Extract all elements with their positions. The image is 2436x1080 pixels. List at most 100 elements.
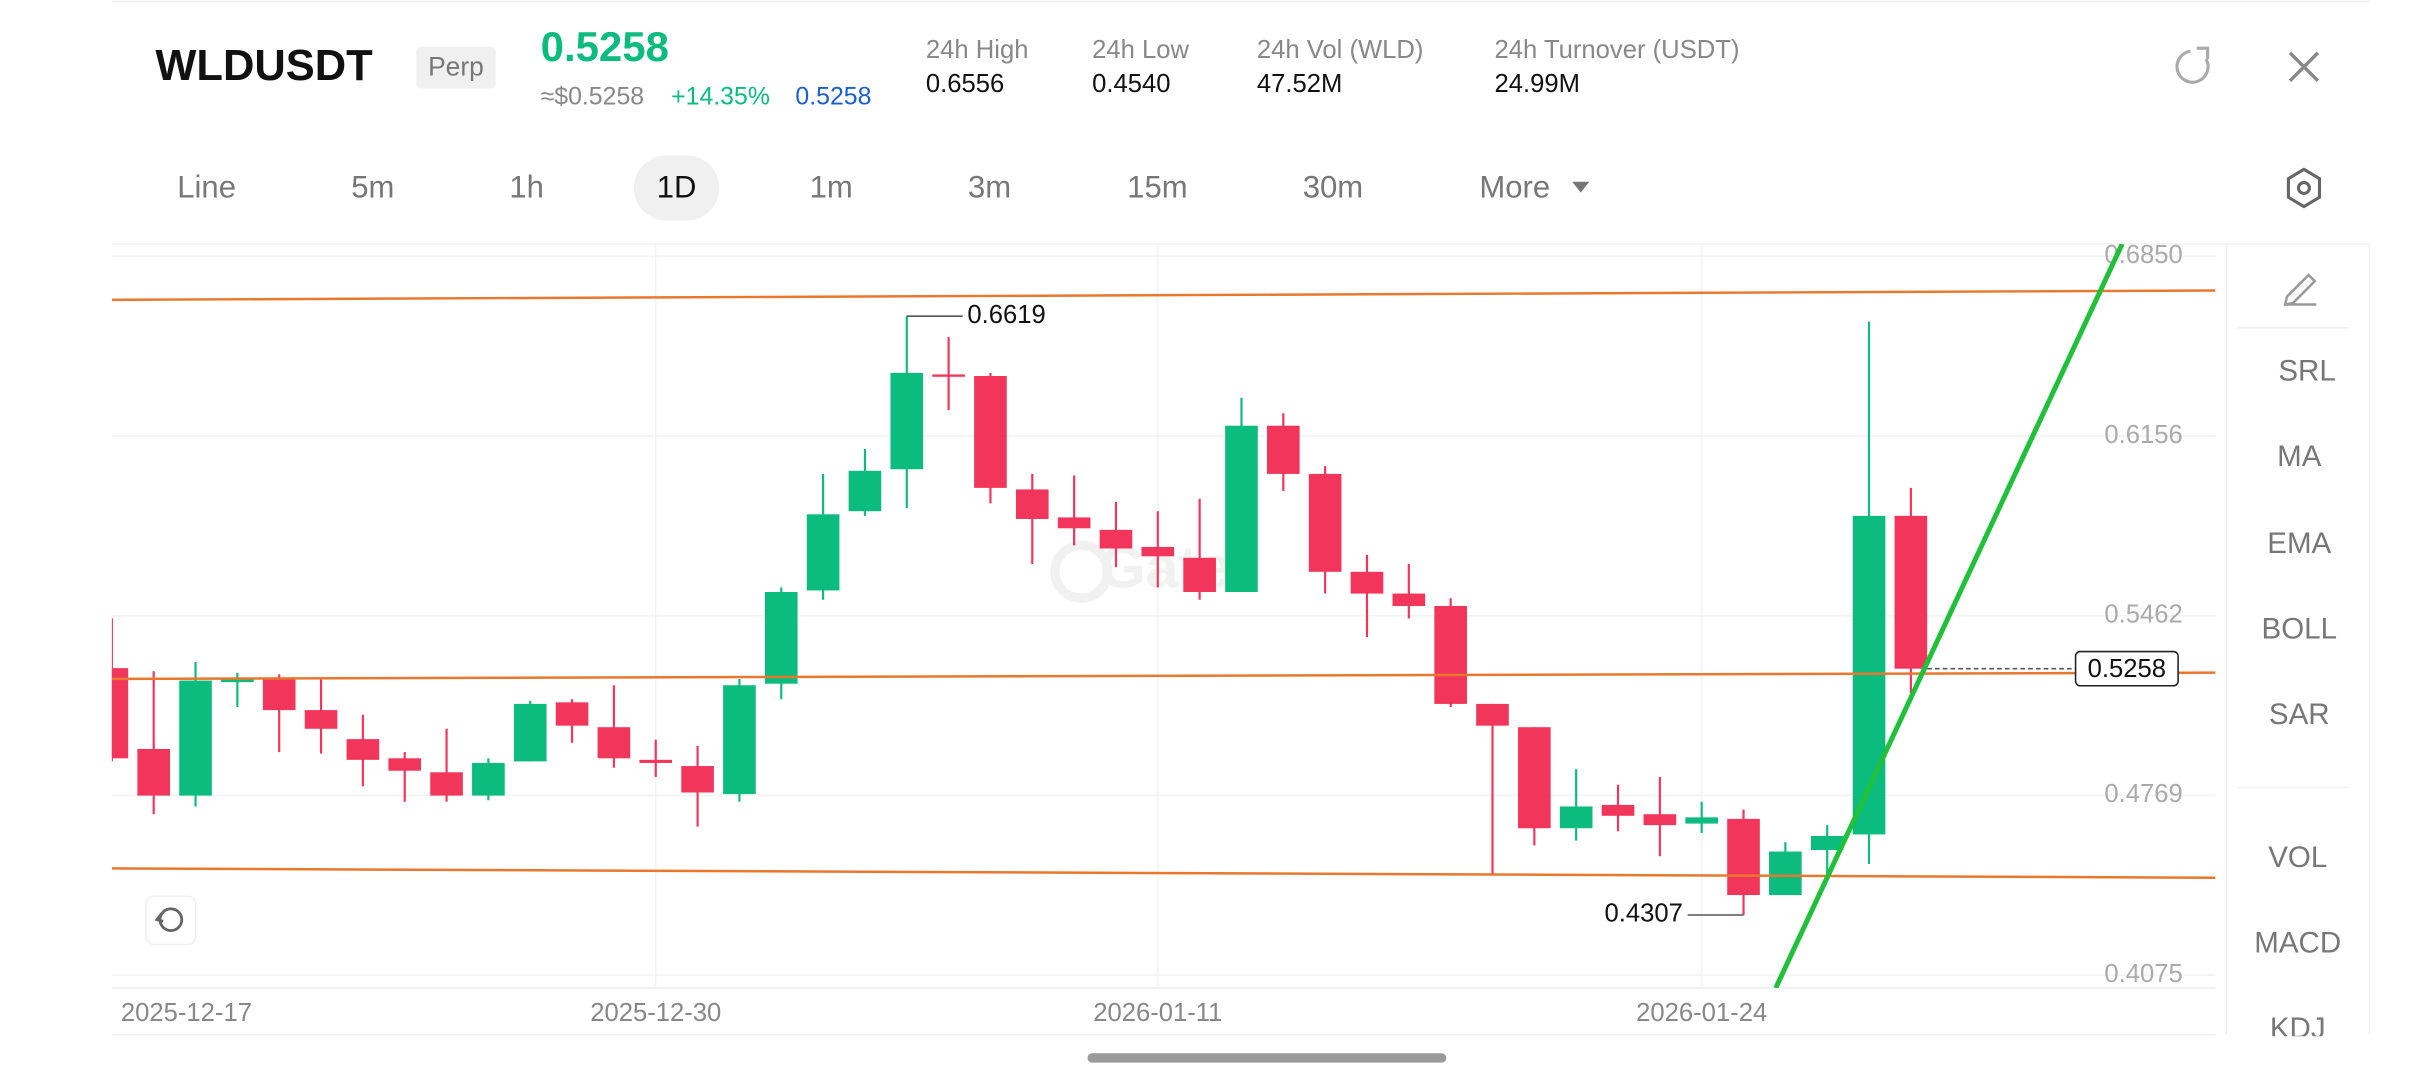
watermark-logo [1050,540,1113,603]
candle-body [1225,425,1258,593]
timeframe-tab[interactable]: 5m [351,170,394,205]
candle-body [1183,557,1216,593]
candle-body [1559,806,1593,829]
low-marker: 0.4307 [1605,900,1683,928]
indicator-button[interactable]: BOLL [2262,613,2337,646]
stat-label: 24h Low [1092,36,1189,64]
indicator-button[interactable]: EMA [2267,527,2331,560]
candle-body [1727,818,1760,896]
stat-label: 24h Turnover (USDT) [1495,36,1740,64]
candle-body [723,685,756,795]
candle-body [1308,473,1342,572]
candle-body [974,375,1007,488]
stat-label: 24h Vol (WLD) [1257,36,1424,64]
candle-body [513,703,547,762]
contract-badge: Perp [428,51,484,81]
candle-body [1434,605,1467,704]
refresh-button[interactable] [2175,46,2210,84]
timeframe-tab[interactable]: 30m [1303,170,1363,205]
candle-body [806,514,840,591]
candle-body [932,374,965,377]
stat-value: 47.52M [1257,70,1342,98]
stat-value: 24.99M [1495,70,1580,98]
symbol: WLDUSDT [155,42,373,90]
candle-body [1392,593,1426,606]
candle-body [764,592,798,684]
stat-value: 0.4540 [1092,70,1170,98]
trend-line[interactable] [1773,243,2125,989]
candle-body [262,677,296,711]
candle-body [1057,517,1091,529]
sub-indicator-button[interactable]: KDJ [2270,1012,2326,1045]
timeframe-tab[interactable]: 15m [1127,170,1187,205]
y-tick-label: 0.5462 [2104,601,2182,629]
candle-body [1518,727,1551,829]
timeframe-tab[interactable]: 3m [968,170,1011,205]
x-tick-label: 2025-12-17 [121,999,252,1027]
candle-body [1015,489,1049,519]
usd-price: ≈$0.5258 [541,83,644,110]
indicator-button[interactable]: MA [2277,440,2322,473]
candle-body [1643,814,1677,826]
trend-line[interactable] [111,867,2216,879]
candle-body [137,748,171,796]
candle-body [1099,529,1133,549]
y-tick-label: 0.4769 [2104,780,2182,808]
reset-button[interactable] [145,895,197,946]
candle-body [1476,703,1509,726]
last-price-label: 0.5258 [2088,655,2166,683]
candle-body [221,677,254,683]
price-change: +14.35% [671,83,770,110]
candle-body [890,372,924,470]
candle-body [1350,571,1384,594]
indicator-button[interactable]: SRL [2278,355,2335,388]
trend-line[interactable] [111,289,2216,302]
y-tick-label: 0.4075 [2104,960,2182,988]
candle-body [388,758,422,771]
drawings [111,243,2216,989]
stat-label: 24h High [926,36,1029,64]
y-tick-label: 0.6156 [2104,421,2182,449]
candle-body [555,702,589,726]
reset-icon [154,907,184,932]
close-button[interactable] [2288,51,2320,82]
candle-body [1894,515,1928,669]
candle-body [1810,835,1844,850]
x-tick-label: 2026-01-11 [1093,999,1222,1027]
home-indicator [1087,1053,1447,1063]
timeframe-tab[interactable]: 1m [810,170,853,205]
x-tick-label: 2025-12-30 [590,999,721,1027]
candle-body [304,710,338,729]
indicator-button[interactable]: SAR [2269,698,2330,731]
candle-body [681,766,714,793]
sub-indicator-button[interactable]: VOL [2268,841,2327,874]
active-tab-bg [633,155,720,221]
trend-line[interactable] [111,671,2216,681]
dropdown-arrow[interactable] [1572,181,1590,193]
stat-value: 0.6556 [926,70,1004,98]
candle-body [346,739,380,760]
timeframe-tab[interactable]: More [1479,170,1550,205]
candle-body [1601,804,1635,816]
timeframe-tab[interactable]: 1h [509,170,544,205]
timeframe-tab[interactable]: 1D [657,170,697,205]
draw-tool[interactable] [2283,273,2317,307]
sub-indicator-button[interactable]: MACD [2254,926,2341,959]
candle-body [597,727,631,759]
candle-body [430,772,463,796]
timeframe-tab[interactable]: Line [177,170,236,205]
high-marker: 0.6619 [967,301,1045,329]
candle-body [1266,425,1300,474]
last-price-tag [2074,650,2179,687]
candle-body [111,668,129,759]
mark-price: 0.5258 [795,83,871,110]
candle-body [848,470,882,512]
last-price: 0.5258 [541,23,669,70]
badge [416,46,496,89]
candle-body [472,762,505,796]
x-tick-label: 2026-01-24 [1636,999,1767,1027]
candle-body [1769,851,1802,896]
settings-button[interactable] [2286,167,2322,209]
